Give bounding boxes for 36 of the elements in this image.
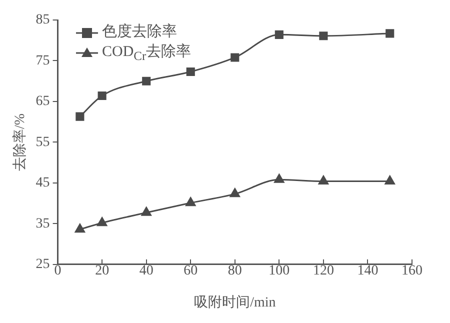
point — [98, 91, 106, 100]
y-tick-label: 75 — [36, 53, 50, 68]
point — [74, 224, 86, 233]
point — [384, 176, 395, 185]
y-tick-label: 65 — [36, 94, 50, 110]
x-tick-label: 140 — [357, 263, 378, 278]
legend-label: 色度去除率 — [102, 24, 177, 40]
point — [318, 176, 329, 185]
point — [230, 53, 240, 62]
x-tick-label: 100 — [268, 263, 290, 278]
x-axis-title: 吸附时间/min — [194, 294, 276, 310]
point — [274, 174, 284, 183]
x-tick-label: 120 — [312, 263, 334, 278]
x-tick-label: 40 — [139, 263, 154, 278]
point — [142, 76, 151, 86]
y-tick-label: 85 — [36, 12, 50, 28]
point — [386, 29, 394, 38]
point — [319, 32, 328, 40]
x-tick-label: 60 — [184, 263, 198, 278]
point — [186, 67, 195, 76]
y-tick-label: 35 — [36, 216, 50, 232]
x-tick-label: 80 — [228, 263, 242, 278]
y-tick-label: 55 — [36, 134, 50, 150]
x-tick-label: 20 — [95, 263, 110, 278]
legend-label: COD$_{Cr}$去除率 — [102, 44, 192, 63]
point — [186, 197, 196, 206]
y-tick-label: 45 — [36, 176, 50, 191]
y-tick-label: 25 — [36, 257, 50, 272]
point — [76, 112, 84, 121]
x-tick-label: 160 — [402, 263, 422, 278]
x-tick-label: 0 — [54, 263, 62, 278]
point — [230, 188, 240, 198]
point — [96, 217, 108, 226]
point — [141, 206, 152, 216]
y-axis-title: 去除率/% — [12, 113, 28, 171]
point — [274, 30, 284, 39]
